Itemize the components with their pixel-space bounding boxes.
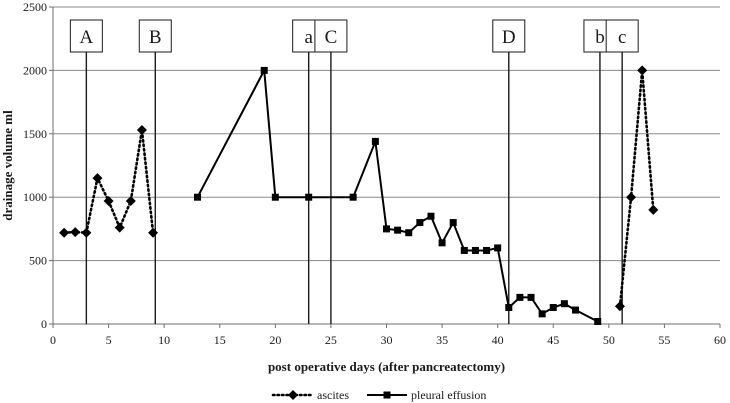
- data-point: [260, 66, 268, 74]
- data-point: [571, 306, 579, 314]
- marker-C: C: [314, 19, 348, 324]
- marker-box: [605, 19, 639, 53]
- marker-c: c: [605, 19, 639, 324]
- marker-a: a: [292, 19, 326, 324]
- marker-box: [138, 19, 172, 53]
- data-point: [70, 227, 81, 238]
- series-line: [62, 129, 155, 235]
- marker-box: [492, 19, 526, 53]
- legend-swatch-marker: [383, 391, 391, 399]
- data-point: [349, 193, 357, 201]
- y-tick-label: 1500: [23, 127, 47, 141]
- x-tick-label: 15: [214, 333, 226, 347]
- x-axis-title: post operative days (after pancreatectom…: [268, 359, 505, 374]
- data-point: [460, 246, 468, 254]
- data-point: [483, 246, 491, 254]
- data-point: [614, 301, 625, 312]
- data-point: [271, 193, 279, 201]
- y-tick-label: 500: [29, 254, 47, 268]
- data-point: [516, 293, 524, 301]
- legend-item: pleural effusion: [367, 388, 486, 402]
- legend-item: ascites: [271, 388, 349, 402]
- data-point: [549, 304, 557, 312]
- marker-label: C: [325, 27, 338, 48]
- legend-label: ascites: [317, 388, 349, 402]
- marker-b: b: [583, 19, 617, 324]
- data-point: [648, 204, 659, 215]
- data-point: [637, 65, 648, 76]
- y-tick-label: 0: [41, 317, 47, 331]
- marker-label: A: [79, 27, 93, 48]
- x-tick-label: 35: [436, 333, 448, 347]
- data-point: [59, 227, 70, 238]
- data-point: [103, 196, 114, 207]
- series-line: [618, 70, 655, 308]
- data-point: [438, 239, 446, 247]
- y-tick-label: 1000: [23, 190, 47, 204]
- x-tick-label: 10: [158, 333, 170, 347]
- y-tick-labels: 0 500 1000 1500 2000 2500: [23, 0, 53, 331]
- legend-label: pleural effusion: [411, 388, 486, 402]
- data-point: [383, 225, 390, 233]
- data-point: [194, 193, 202, 201]
- x-tick-label: 25: [325, 333, 337, 347]
- x-tick-labels: 0 5 10 15 20 25 30 35 40 45 50 55 60: [50, 324, 726, 347]
- legend-swatch-marker: [288, 390, 298, 400]
- legend: ascites pleural effusion: [271, 388, 486, 402]
- data-point: [494, 244, 502, 252]
- marker-box: [69, 19, 103, 53]
- data-point: [405, 229, 413, 237]
- marker-label: a: [304, 27, 313, 48]
- data-point: [626, 192, 637, 203]
- x-tick-label: 55: [658, 333, 670, 347]
- data-point: [81, 227, 92, 238]
- x-tick-label: 50: [603, 333, 615, 347]
- data-series: [59, 65, 659, 325]
- data-point: [394, 226, 402, 234]
- data-point: [371, 137, 379, 145]
- marker-D: D: [492, 19, 526, 324]
- series-line: [196, 66, 599, 323]
- data-point: [114, 222, 125, 233]
- x-tick-label: 45: [547, 333, 559, 347]
- data-point: [471, 246, 479, 254]
- data-point: [427, 212, 435, 220]
- data-point: [594, 317, 602, 325]
- data-point: [305, 193, 313, 201]
- marker-box: [314, 19, 348, 53]
- data-point: [449, 219, 457, 227]
- data-point: [136, 124, 147, 135]
- x-tick-label: 20: [269, 333, 281, 347]
- y-tick-label: 2000: [23, 63, 47, 77]
- series-pleural-effusion: [194, 66, 602, 325]
- grid-layer: [53, 6, 720, 262]
- marker-label: D: [502, 27, 516, 48]
- x-tick-label: 5: [106, 333, 112, 347]
- data-point: [416, 219, 424, 227]
- x-tick-label: 40: [492, 333, 504, 347]
- y-axis-title: drainage volume ml: [0, 110, 15, 221]
- marker-label: B: [149, 27, 162, 48]
- data-point: [92, 173, 103, 184]
- data-point: [505, 304, 513, 312]
- x-tick-label: 60: [714, 333, 726, 347]
- y-tick-label: 2500: [23, 0, 47, 14]
- data-point: [560, 300, 568, 308]
- x-tick-label: 0: [50, 333, 56, 347]
- data-point: [538, 310, 546, 318]
- marker-B: B: [138, 19, 172, 324]
- data-point: [125, 196, 136, 207]
- marker-label: b: [595, 27, 605, 48]
- marker-label: c: [618, 27, 626, 48]
- series-ascites: [59, 65, 659, 312]
- data-point: [148, 227, 159, 238]
- x-tick-label: 30: [381, 333, 393, 347]
- data-point: [527, 293, 535, 301]
- marker-A: A: [69, 19, 103, 324]
